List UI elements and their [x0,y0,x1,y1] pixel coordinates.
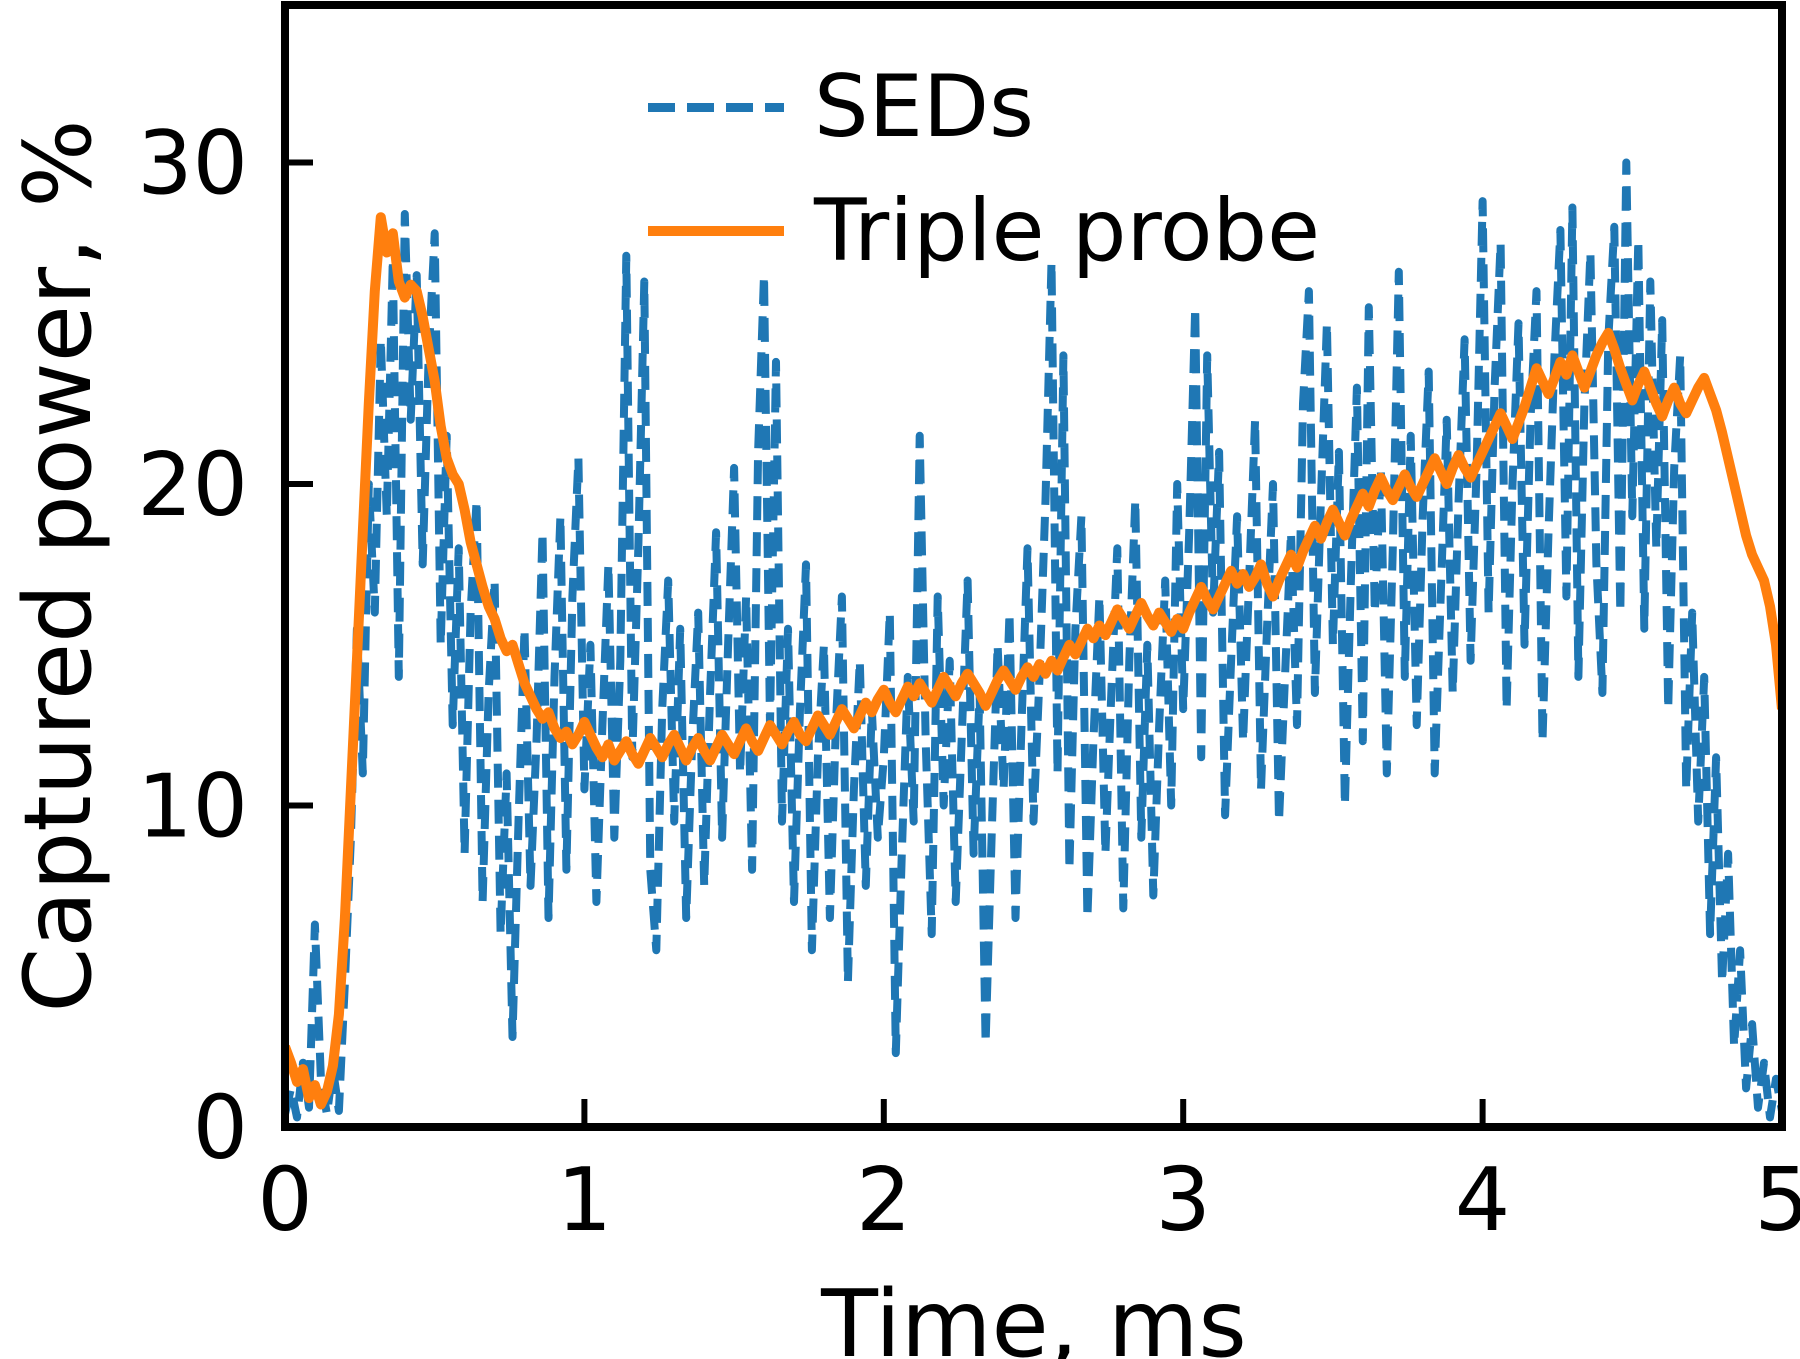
legend-label-seds: SEDs [814,57,1034,157]
x-tick-label: 4 [1455,1149,1510,1251]
y-tick-label: 10 [137,756,248,858]
y-tick-label: 0 [193,1077,248,1179]
x-tick-label: 5 [1754,1149,1800,1251]
plot-border [281,1,1786,1131]
y-tick-label: 20 [137,434,248,536]
tick-labels: 0 1 2 3 4 5 0 10 20 30 [137,113,1800,1251]
series-lines [285,158,1782,1122]
x-tick-label: 0 [257,1149,312,1251]
legend-entry-triple-probe: Triple probe [648,176,1320,286]
y-tick-label: 30 [137,113,248,215]
series-line-seds [285,158,1782,1122]
series-line-triple-probe [285,212,1782,1110]
legend: SEDs Triple probe [648,52,1320,286]
triple-probe-solid-line-sample [648,226,784,236]
x-tick-label: 3 [1156,1149,1211,1251]
legend-label-triple-probe: Triple probe [814,181,1321,281]
x-tick-label: 1 [557,1149,612,1251]
x-axis-title: Time, ms [821,1270,1247,1359]
x-tick-label: 2 [856,1149,911,1251]
seds-dashed-line-sample [648,102,784,112]
y-axis-title: Captured power, % [4,119,112,1013]
legend-entry-seds: SEDs [648,52,1320,162]
